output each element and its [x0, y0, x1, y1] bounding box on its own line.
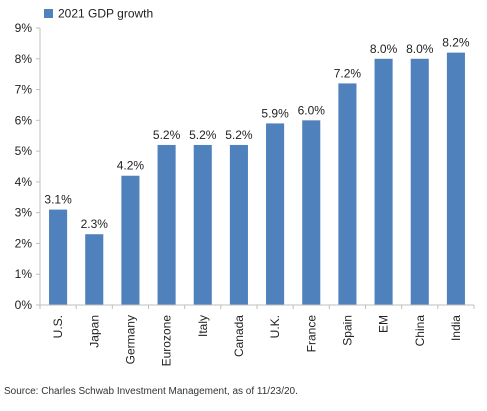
x-axis: U.S. Japan Germany Eurozone Italy Canada U.K. F… — [39, 304, 475, 367]
x-category-label: EM — [377, 315, 391, 333]
bar-value-label: 5.2% — [153, 128, 181, 142]
bar-value-label: 2.3% — [81, 217, 109, 231]
y-tick-label: 5% — [15, 144, 33, 158]
x-category-label: China — [413, 315, 427, 347]
bar — [302, 120, 321, 305]
x-category-label: France — [304, 315, 318, 353]
legend-swatch — [44, 9, 53, 18]
y-tick-label: 4% — [15, 175, 33, 189]
bar — [374, 58, 393, 306]
x-category-label: Eurozone — [160, 315, 174, 367]
y-tick-label: 8% — [15, 52, 33, 66]
bar — [338, 83, 357, 306]
x-category-label: Italy — [196, 315, 210, 337]
legend: 2021 GDP growth — [44, 7, 153, 21]
bar — [157, 144, 176, 305]
y-tick-label: 9% — [15, 21, 33, 35]
bar-value-label: 8.0% — [406, 42, 434, 56]
bar-value-label: 5.2% — [189, 128, 217, 142]
x-category-label: Germany — [123, 315, 137, 364]
bars: 3.1% 2.3% 4.2% 5.2% 5.2% 5.2% 5.9% 6.0% 7.2% 8.0%… — [44, 36, 470, 306]
y-tick-label: 7% — [15, 83, 33, 97]
bar — [266, 123, 285, 306]
bar-value-label: 5.9% — [261, 106, 289, 120]
bar-value-label: 7.2% — [334, 66, 362, 80]
x-category-label: Japan — [87, 315, 101, 348]
x-category-label: Canada — [232, 315, 246, 357]
bar-value-label: 6.0% — [298, 103, 326, 117]
y-tick-label: 6% — [15, 113, 33, 127]
x-category-label: U.K. — [268, 315, 282, 338]
y-tick-label: 0% — [15, 298, 33, 312]
bar — [121, 175, 140, 305]
x-category-label: Spain — [340, 315, 354, 346]
bar-value-label: 8.2% — [442, 36, 470, 50]
bar — [410, 58, 429, 306]
y-tick-label: 2% — [15, 236, 33, 250]
bar-value-label: 5.2% — [225, 128, 253, 142]
bar — [229, 144, 248, 305]
source-note: Source: Charles Schwab Investment Manage… — [4, 386, 298, 397]
bar — [85, 234, 104, 305]
bar-value-label: 3.1% — [44, 193, 72, 207]
x-category-label: India — [449, 315, 463, 341]
y-axis: 0% 1% 2% 3% 4% 5% 6% 7% 8% 9% — [15, 21, 41, 312]
bar — [446, 52, 465, 305]
x-category-label: U.S. — [51, 315, 65, 338]
bar-value-label: 8.0% — [370, 42, 398, 56]
y-tick-label: 1% — [15, 267, 33, 281]
y-tick-label: 3% — [15, 206, 33, 220]
bar — [193, 144, 212, 305]
legend-label: 2021 GDP growth — [58, 7, 153, 21]
bar-value-label: 4.2% — [117, 159, 145, 173]
bar — [49, 209, 68, 305]
